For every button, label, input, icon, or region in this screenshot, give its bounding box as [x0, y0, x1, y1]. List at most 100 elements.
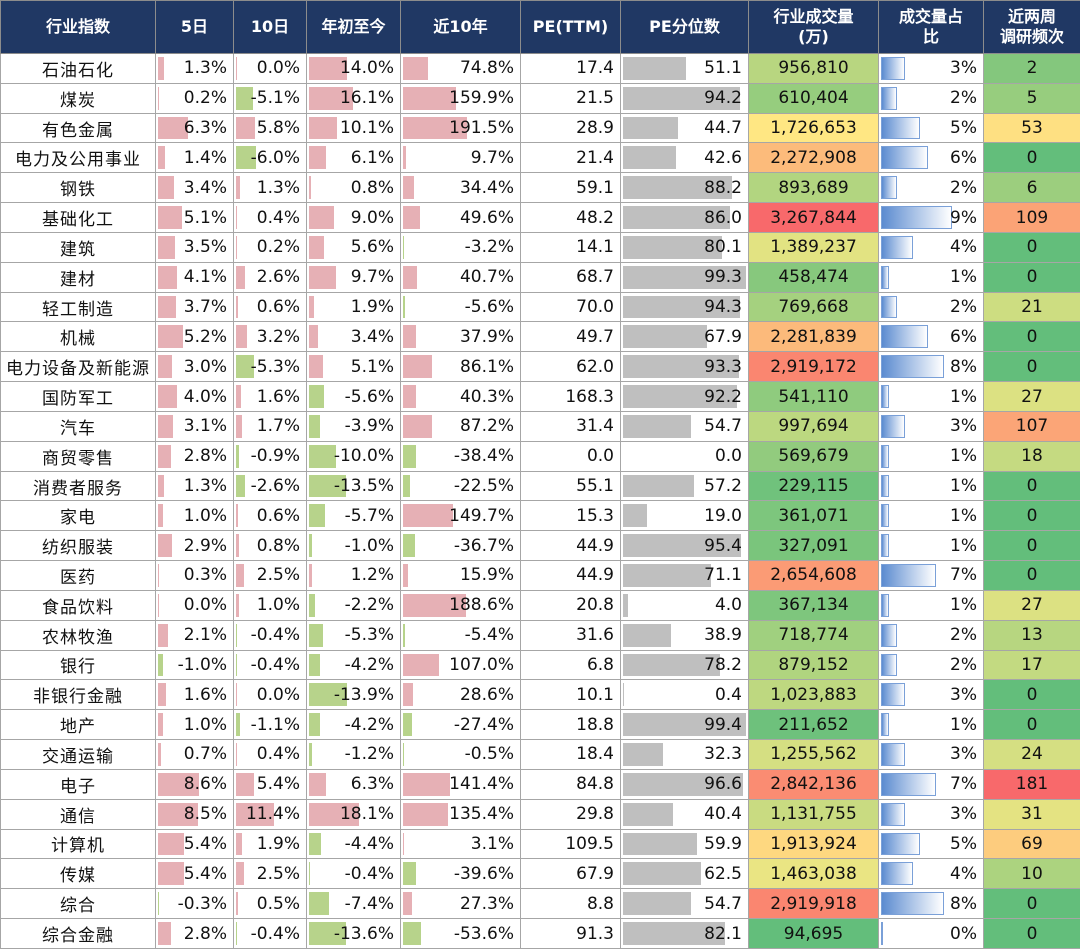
cell-value: 0 [1026, 893, 1038, 914]
return-cell-d5: 1.4% [155, 142, 234, 174]
return-bar [309, 802, 359, 826]
cell-value: 88.2 [704, 177, 742, 198]
return-cell-y10: 159.9% [400, 82, 521, 114]
table-row: 综合金融 2.8% -0.4% -13.6% -53.6% 91.3 82.1 94,695 0… [0, 918, 1080, 949]
cell-value: 1,463,038 [770, 863, 857, 884]
pe-ttm-cell: 70.0 [520, 291, 621, 323]
return-bar [403, 862, 417, 886]
pe-percentile-cell: 62.5 [620, 858, 749, 890]
cell-value: 3% [950, 804, 977, 825]
volume-cell: 327,091 [748, 530, 879, 562]
return-bar [158, 593, 159, 617]
volume-share-bar [881, 206, 952, 229]
pe-percentile-bar [623, 623, 672, 647]
cell-value: -0.4% [250, 654, 300, 675]
pe-percentile-bar [623, 802, 674, 826]
cell-value: 0.8% [350, 177, 394, 198]
cell-value: 28.6% [459, 684, 514, 705]
return-bar [309, 325, 319, 349]
return-cell-y10: -27.4% [400, 709, 521, 741]
cell-value: 1% [950, 505, 977, 526]
cell-value: 53 [1021, 118, 1043, 139]
volume-share-cell: 1% [878, 500, 984, 532]
pe-percentile-bar [623, 295, 740, 319]
cell-value: 5.2% [183, 326, 227, 347]
cell-value: 0.0% [256, 58, 300, 79]
cell-value: 0.4 [714, 684, 742, 705]
return-bar [236, 623, 238, 647]
industry-name: 消费者服务 [0, 470, 156, 502]
volume-cell: 893,689 [748, 172, 879, 204]
return-cell-d5: 2.9% [155, 530, 234, 562]
volume-share-cell: 2% [878, 82, 984, 114]
research-visits-cell: 69 [983, 828, 1080, 860]
return-bar [309, 86, 354, 110]
return-bar [309, 295, 315, 319]
cell-value: 0.0% [183, 595, 227, 616]
volume-share-bar [881, 564, 937, 587]
research-visits-cell: 0 [983, 888, 1080, 920]
return-bar [403, 772, 451, 796]
research-visits-cell: 0 [983, 142, 1080, 174]
volume-cell: 1,913,924 [748, 828, 879, 860]
return-cell-d10: 0.0% [233, 679, 307, 711]
pe-percentile-cell: 96.6 [620, 768, 749, 800]
cell-value: 141.4% [449, 774, 514, 795]
volume-share-cell: 8% [878, 351, 984, 383]
table-row: 建筑 3.5% 0.2% 5.6% -3.2% 14.1 80.1 1,389,237 4% 0 [0, 231, 1080, 263]
pe-percentile-cell: 88.2 [620, 172, 749, 204]
volume-share-bar [881, 683, 905, 707]
pe-ttm-cell: 29.8 [520, 798, 621, 830]
cell-value: 188.6% [449, 595, 514, 616]
return-bar [236, 802, 274, 826]
cell-value: -6.0% [250, 147, 300, 168]
pe-percentile-cell: 40.4 [620, 798, 749, 830]
table-row: 商贸零售 2.8% -0.9% -10.0% -38.4% 0.0 0.0 569,679 1%… [0, 440, 1080, 472]
cell-value: 2% [950, 654, 977, 675]
return-bar [158, 295, 176, 319]
table-row: 医药 0.3% 2.5% 1.2% 15.9% 44.9 71.1 2,654,608 7% 0 [0, 560, 1080, 591]
volume-cell: 367,134 [748, 589, 879, 621]
volume-cell: 2,919,172 [748, 351, 879, 383]
cell-value: 1% [950, 714, 977, 735]
return-cell-y10: 149.7% [400, 500, 521, 532]
return-bar [309, 116, 337, 140]
cell-value: -0.4% [250, 923, 300, 944]
cell-value: 2,842,136 [770, 774, 857, 795]
return-bar [236, 713, 240, 737]
cell-value: 27.3% [459, 893, 514, 914]
return-bar [309, 862, 311, 886]
volume-cell: 94,695 [748, 918, 879, 949]
cell-value: 10 [1021, 863, 1043, 884]
return-cell-d5: 0.7% [155, 739, 234, 770]
return-bar [309, 832, 322, 856]
return-bar [236, 653, 238, 677]
cell-value: 31.4 [576, 416, 614, 437]
cell-value: 1% [950, 535, 977, 556]
cell-value: 54.7 [704, 893, 742, 914]
cell-value: 1,255,562 [770, 744, 857, 765]
volume-share-bar [881, 623, 897, 647]
return-cell-ytd: -10.0% [306, 440, 401, 472]
cell-value: 0 [1026, 476, 1038, 496]
cell-value: 27 [1021, 386, 1043, 407]
return-cell-y10: 9.7% [400, 142, 521, 174]
cell-value: 956,810 [778, 58, 849, 79]
return-cell-d5: 0.0% [155, 589, 234, 621]
return-cell-ytd: -4.4% [306, 828, 401, 860]
cell-value: 0 [1026, 237, 1038, 258]
return-bar [309, 265, 336, 289]
cell-value: 2,281,839 [770, 326, 857, 347]
pe-ttm-cell: 44.9 [520, 530, 621, 562]
return-bar [403, 474, 411, 498]
return-cell-y10: 141.4% [400, 768, 521, 800]
return-cell-d10: 2.5% [233, 858, 307, 890]
pe-percentile-bar [623, 206, 730, 229]
cell-value: 168.3 [565, 386, 614, 407]
return-bar [236, 116, 256, 140]
cell-value: 11.4% [245, 804, 300, 825]
return-bar [403, 414, 433, 438]
return-cell-d10: 0.4% [233, 202, 307, 233]
return-cell-d5: 3.5% [155, 231, 234, 263]
cell-value: -4.2% [344, 654, 394, 675]
